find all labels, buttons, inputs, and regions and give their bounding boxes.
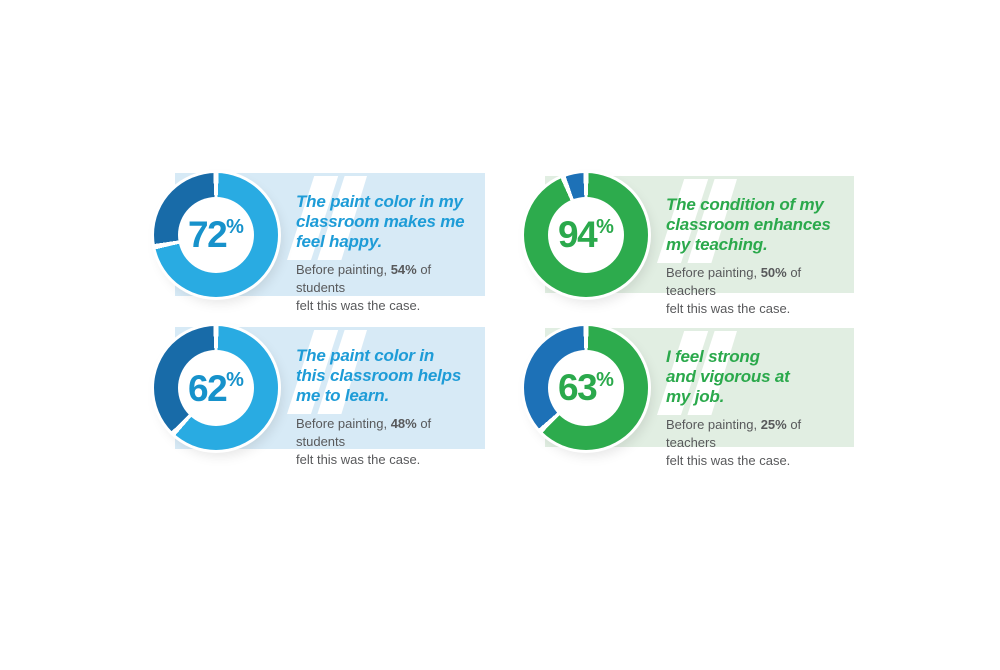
headline-line: feel happy. bbox=[296, 232, 382, 251]
headline-line: me to learn. bbox=[296, 386, 390, 405]
percent-value: 72 bbox=[188, 214, 228, 255]
donut-center-label: 72% bbox=[178, 196, 254, 273]
quote-headline: The paint color in this classroom helps … bbox=[296, 346, 469, 406]
headline-line: I feel strong bbox=[666, 347, 760, 366]
card-text-block: The paint color in this classroom helps … bbox=[175, 327, 485, 469]
percent-sign: % bbox=[596, 368, 614, 391]
quote-icon bbox=[657, 331, 737, 415]
headline-line: my job. bbox=[666, 387, 725, 406]
before-text-suffix: of students bbox=[296, 262, 432, 295]
before-text-prefix: Before painting, bbox=[666, 417, 761, 432]
before-text-suffix: of teachers bbox=[666, 265, 802, 298]
stat-card-teachers-vigor: 63% I feel strong and vigorous at my job… bbox=[524, 325, 854, 468]
quote-icon bbox=[287, 176, 367, 260]
headline-line: this classroom helps bbox=[296, 366, 462, 385]
donut-chart: 62% bbox=[154, 326, 278, 450]
before-text-line2: felt this was the case. bbox=[666, 301, 791, 316]
stat-card-students-learn: 62% The paint color in this classroom he… bbox=[154, 326, 485, 467]
before-text-line2: felt this was the case. bbox=[296, 298, 421, 313]
before-stat-value: 25% bbox=[760, 417, 787, 432]
quote-headline: The condition of my classroom enhances m… bbox=[666, 195, 838, 255]
before-stat-text: Before painting, 25% of teachers felt th… bbox=[666, 416, 838, 470]
before-text-prefix: Before painting, bbox=[296, 262, 391, 277]
stat-card-teachers-condition: 94% The condition of my classroom enhanc… bbox=[524, 172, 854, 316]
donut-center-label: 62% bbox=[178, 350, 254, 426]
before-stat-text: Before painting, 54% of students felt th… bbox=[296, 261, 469, 315]
before-text-prefix: Before painting, bbox=[666, 265, 761, 280]
before-stat-text: Before painting, 50% of teachers felt th… bbox=[666, 264, 838, 318]
percent-sign: % bbox=[226, 369, 244, 391]
percent-value: 62 bbox=[188, 367, 228, 409]
percent-value: 63 bbox=[558, 367, 598, 408]
before-text-suffix: of teachers bbox=[666, 417, 802, 450]
donut-center-label: 94% bbox=[548, 196, 624, 273]
before-text-prefix: Before painting, bbox=[296, 416, 391, 431]
before-text-line2: felt this was the case. bbox=[666, 453, 791, 468]
stat-card-students-happy: 72% The paint color in my classroom make… bbox=[154, 172, 485, 313]
headline-line: my teaching. bbox=[666, 235, 768, 254]
donut-center-label: 63% bbox=[548, 349, 624, 426]
quote-headline: The paint color in my classroom makes me… bbox=[296, 192, 469, 252]
donut-chart: 72% bbox=[154, 172, 278, 297]
quote-icon bbox=[657, 179, 737, 263]
before-stat-value: 50% bbox=[760, 265, 787, 280]
before-text-suffix: of students bbox=[296, 416, 432, 449]
percent-sign: % bbox=[596, 215, 614, 238]
donut-chart: 94% bbox=[524, 172, 648, 297]
card-text-block: I feel strong and vigorous at my job. Be… bbox=[545, 328, 854, 470]
percent-sign: % bbox=[226, 215, 244, 238]
headline-line: classroom enhances bbox=[666, 215, 831, 234]
card-text-block: The condition of my classroom enhances m… bbox=[545, 176, 854, 318]
before-text-line2: felt this was the case. bbox=[296, 452, 421, 467]
quote-icon bbox=[287, 330, 367, 414]
card-text-block: The paint color in my classroom makes me… bbox=[175, 173, 485, 315]
headline-line: The condition of my bbox=[666, 195, 824, 214]
before-stat-value: 54% bbox=[390, 262, 417, 277]
quote-headline: I feel strong and vigorous at my job. bbox=[666, 347, 838, 407]
headline-line: The paint color in my bbox=[296, 192, 463, 211]
headline-line: The paint color in bbox=[296, 346, 435, 365]
before-stat-value: 48% bbox=[390, 416, 417, 431]
headline-line: and vigorous at bbox=[666, 367, 790, 386]
percent-value: 94 bbox=[558, 214, 598, 255]
donut-chart: 63% bbox=[524, 325, 648, 450]
headline-line: classroom makes me bbox=[296, 212, 465, 231]
before-stat-text: Before painting, 48% of students felt th… bbox=[296, 415, 469, 469]
